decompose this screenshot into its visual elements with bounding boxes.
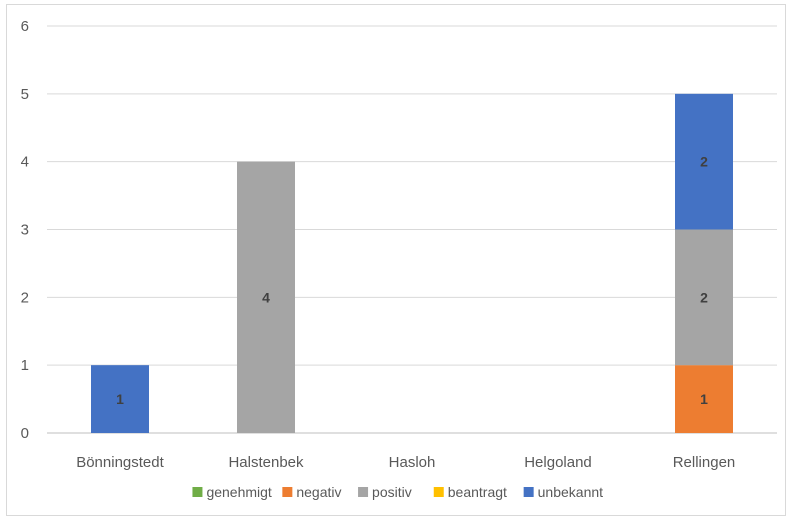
y-tick-label: 2 <box>21 289 29 306</box>
stacked-bar-chart: 0 1 2 3 4 5 6 1 4 1 2 2 Bönningstedt Halstenbek Hasl… <box>21 18 777 500</box>
legend-item-unbekannt: unbekannt <box>523 484 604 500</box>
legend-swatch <box>433 487 444 497</box>
y-tick-label: 3 <box>21 222 29 239</box>
bar-segment-unbekannt <box>675 93 733 230</box>
bar-segment-positiv <box>675 229 733 366</box>
legend-swatch <box>192 487 203 497</box>
y-tick-label: 6 <box>21 18 29 35</box>
legend-item-negativ: negativ <box>282 484 342 500</box>
bar-segment-positiv <box>237 161 295 433</box>
y-tick-label: 0 <box>21 425 29 442</box>
legend-swatch <box>282 487 293 497</box>
legend-swatch <box>358 487 369 497</box>
legend-label: beantragt <box>448 484 507 500</box>
legend-item-genehmigt: genehmigt <box>192 484 272 500</box>
data-label: 4 <box>262 289 270 305</box>
data-label: 1 <box>116 391 124 407</box>
data-labels: 1 4 1 2 2 <box>116 154 708 407</box>
bar-segment-unbekannt <box>91 365 149 433</box>
y-axis-ticks: 0 1 2 3 4 5 6 <box>21 18 29 442</box>
legend: genehmigt negativ positiv beantragt unbekann… <box>192 484 603 500</box>
bars <box>91 93 733 433</box>
data-label: 2 <box>700 289 708 305</box>
x-category-label: Hasloh <box>389 454 436 471</box>
gridlines <box>47 25 777 434</box>
legend-label: genehmigt <box>206 484 271 500</box>
y-tick-label: 4 <box>21 154 29 171</box>
y-tick-label: 1 <box>21 357 29 374</box>
data-label: 2 <box>700 154 708 170</box>
x-axis-categories: Bönningstedt Halstenbek Hasloh Helgoland Rel… <box>76 454 735 471</box>
x-category-label: Rellingen <box>673 454 736 471</box>
legend-item-positiv: positiv <box>358 484 412 500</box>
legend-label: unbekannt <box>538 484 604 500</box>
data-label: 1 <box>700 391 708 407</box>
bar-segment-negativ <box>675 365 733 433</box>
legend-label: positiv <box>372 484 412 500</box>
legend-swatch <box>523 487 534 497</box>
legend-label: negativ <box>296 484 341 500</box>
chart-frame: 0 1 2 3 4 5 6 1 4 1 2 2 Bönningstedt Halstenbek Hasl… <box>6 4 786 516</box>
x-category-label: Helgoland <box>524 454 592 471</box>
x-category-label: Halstenbek <box>228 454 304 471</box>
x-category-label: Bönningstedt <box>76 454 164 471</box>
legend-item-beantragt: beantragt <box>433 484 507 500</box>
y-tick-label: 5 <box>21 86 29 103</box>
